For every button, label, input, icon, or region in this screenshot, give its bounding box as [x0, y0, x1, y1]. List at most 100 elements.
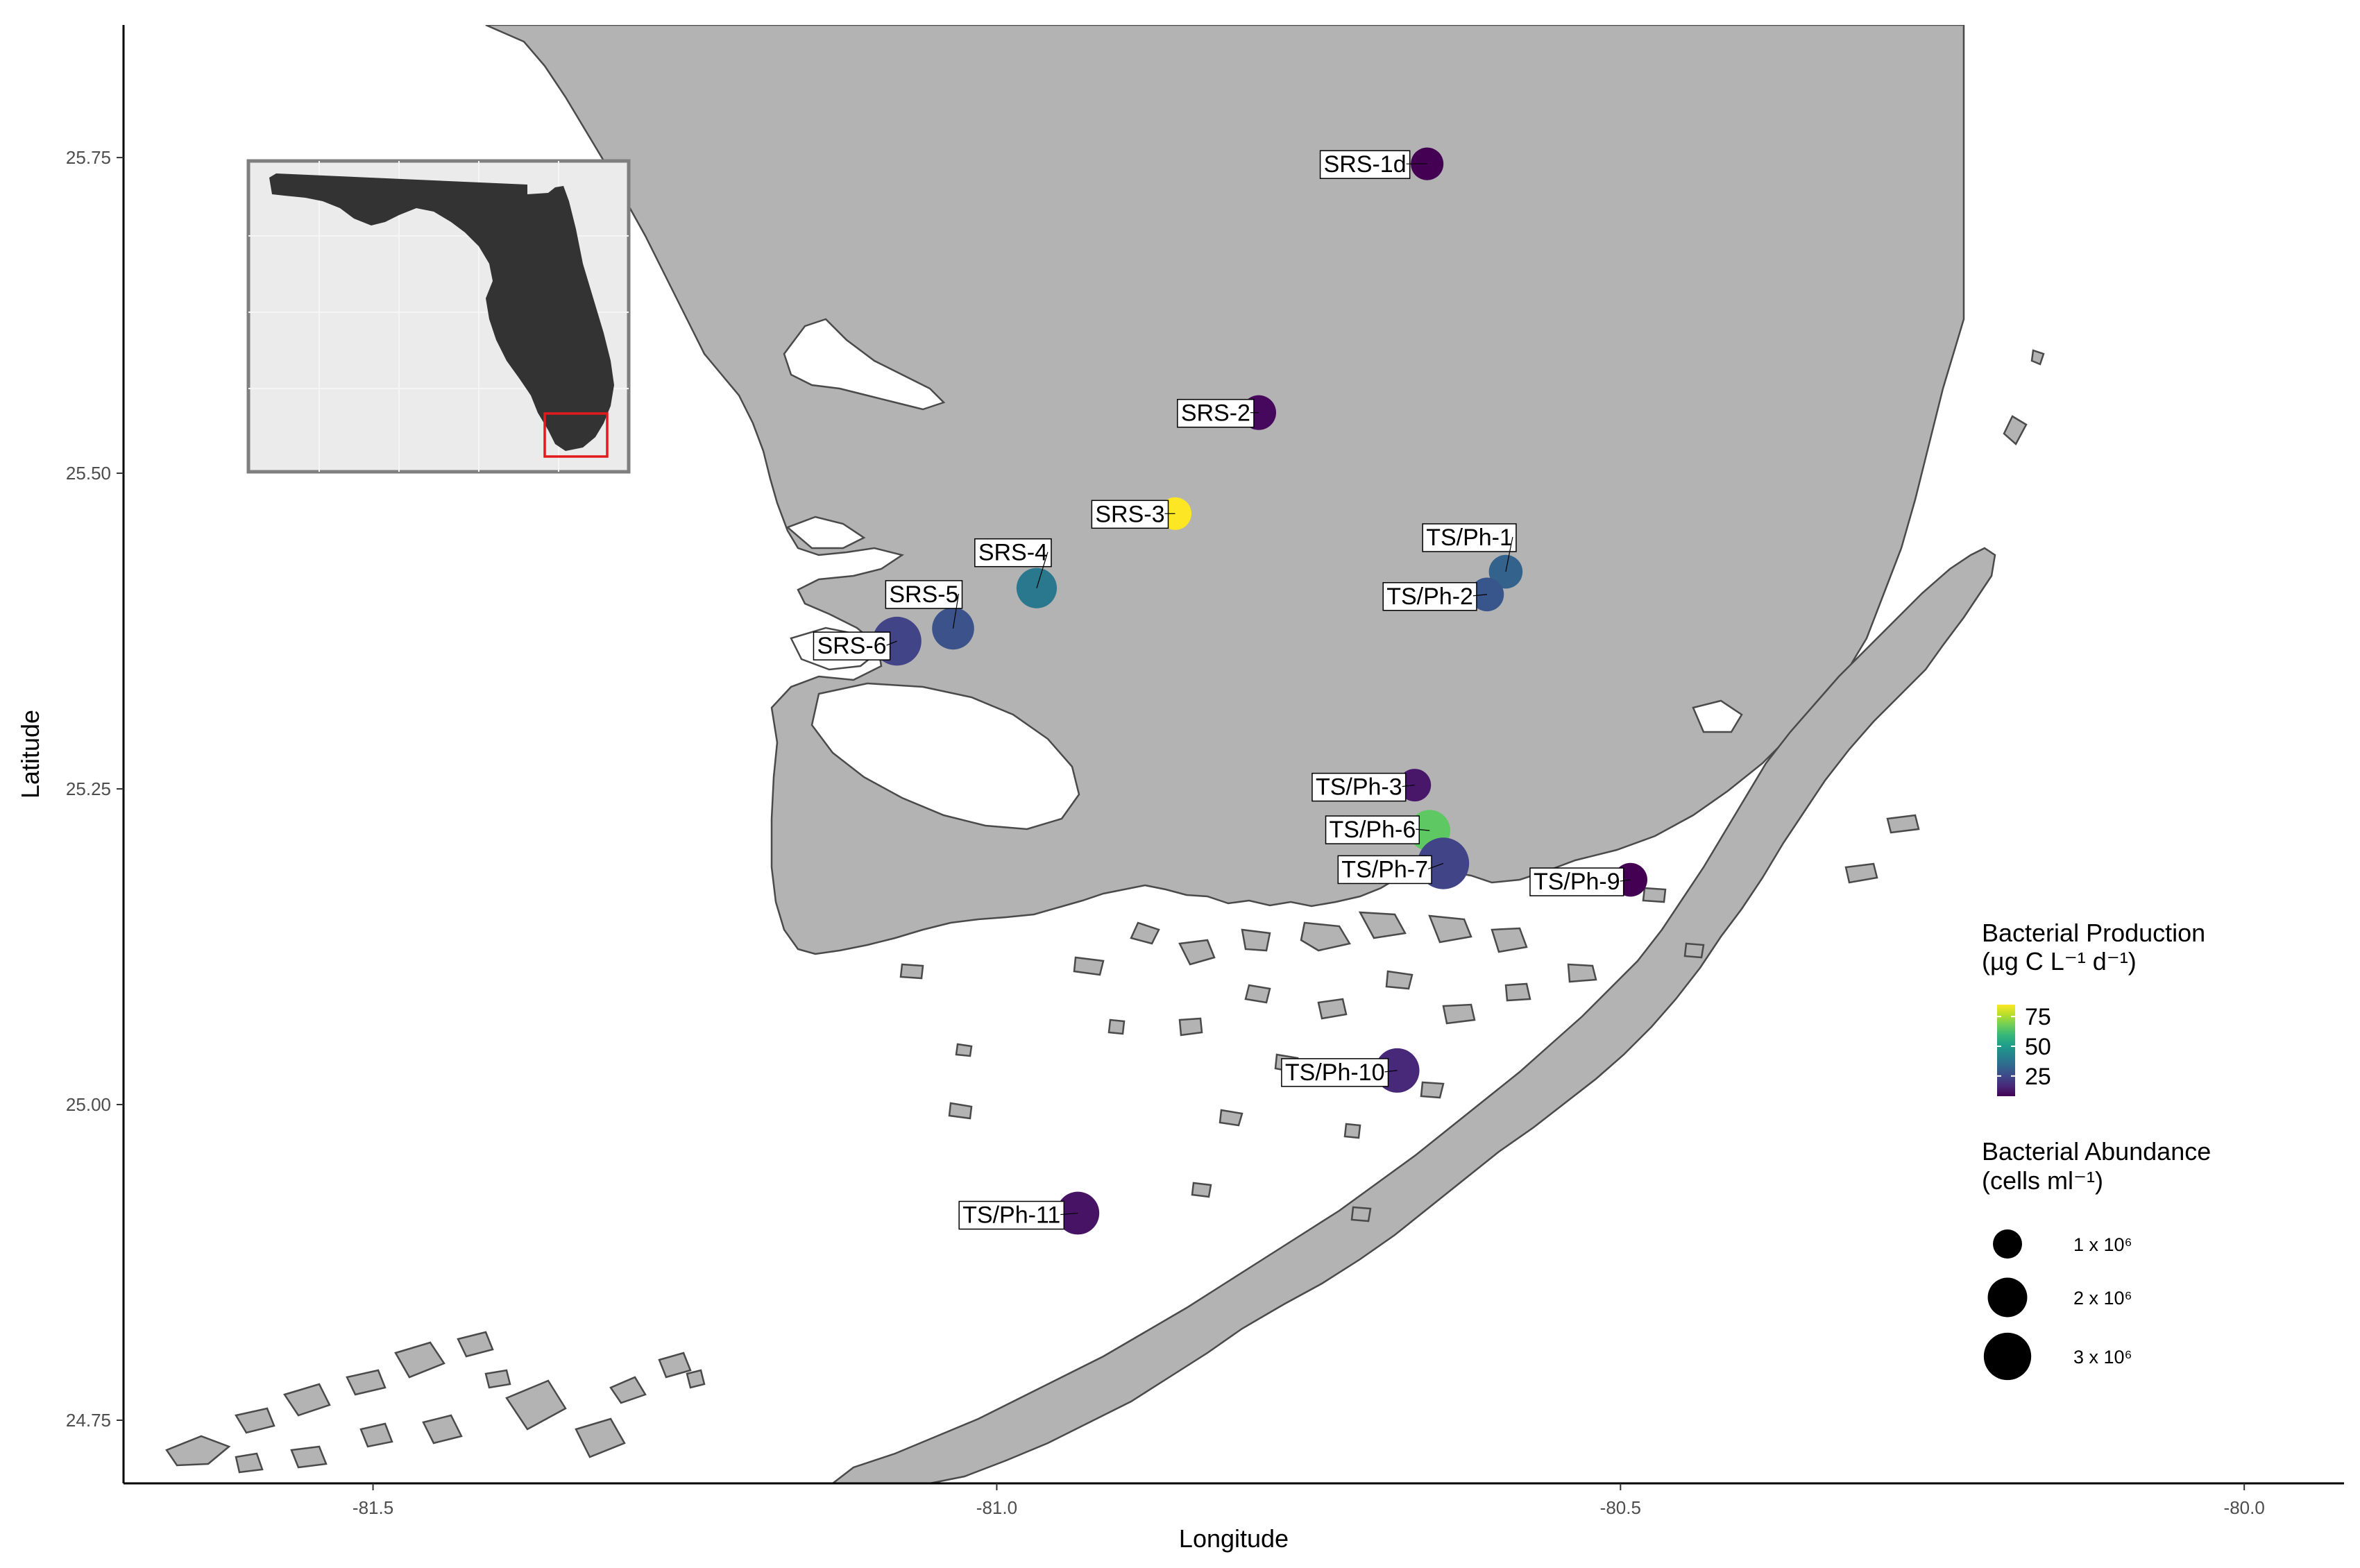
islet — [1219, 1109, 1243, 1127]
site-label-leader — [952, 593, 960, 629]
color-tick-label: 50 — [2025, 1034, 2051, 1060]
y-tick-label: 25.00 — [66, 1094, 111, 1115]
islet — [1844, 862, 1878, 884]
size-key-label: 2 x 10⁶ — [2073, 1288, 2132, 1309]
key-island — [290, 1445, 328, 1469]
site-label-text: SRS-2 — [1181, 400, 1250, 427]
key-island — [359, 1422, 393, 1448]
site-point-ts-ph-2 — [1470, 577, 1504, 612]
site-label-text: SRS-5 — [889, 581, 958, 608]
key-island — [575, 1417, 626, 1458]
site-label: TS/Ph-2 — [1382, 582, 1477, 611]
islet — [1178, 939, 1216, 966]
site-label-leader — [1427, 862, 1444, 869]
key-island — [165, 1435, 231, 1467]
key-island — [394, 1341, 445, 1379]
land-layer — [165, 25, 2045, 1483]
site-label-text: TS/Ph-10 — [1285, 1059, 1385, 1086]
islet — [955, 1043, 973, 1057]
islet — [1385, 970, 1414, 990]
site-label-box — [1529, 867, 1624, 896]
islet — [1343, 1123, 1361, 1139]
site-label-box — [1281, 1058, 1389, 1087]
color-bar-ticks: 75 50 25 — [1997, 1004, 2051, 1090]
x-axis-title: Longitude — [1179, 1524, 1289, 1553]
axes: -81.5 -81.0 -80.5 -80.0 24.75 25.00 25.25 25.5… — [16, 25, 2344, 1553]
site-label: SRS-3 — [1091, 500, 1169, 529]
x-tick-label: -81.0 — [976, 1497, 1017, 1518]
islet — [1241, 928, 1271, 952]
key-island — [422, 1414, 463, 1445]
islet — [1130, 921, 1160, 945]
site-label: TS/Ph-11 — [958, 1200, 1065, 1230]
site-label-text: TS/Ph-6 — [1330, 817, 1416, 843]
estuary-channel — [786, 515, 866, 549]
site-label-box — [1311, 772, 1407, 802]
size-legend: Bacterial Abundance (cells ml⁻¹) 1 x 10⁶… — [1982, 1137, 2211, 1381]
site-label-box — [885, 580, 963, 609]
key-island — [658, 1352, 692, 1379]
site-label-box — [813, 631, 891, 661]
x-axis-ticks: -81.5 -81.0 -80.5 -80.0 — [353, 1483, 2265, 1518]
key-island — [609, 1376, 647, 1404]
site-label-box — [1422, 523, 1517, 552]
site-label: TS/Ph-7 — [1337, 855, 1432, 885]
y-tick-label: 24.75 — [66, 1410, 111, 1431]
size-legend-keys: 1 x 10⁶ 2 x 10⁶ 3 x 10⁶ — [1983, 1229, 2132, 1381]
islet — [1567, 963, 1597, 983]
site-label-text: TS/Ph-9 — [1534, 869, 1620, 895]
site-label-text: TS/Ph-1 — [1426, 525, 1513, 551]
key-island — [346, 1369, 387, 1396]
islet — [1107, 1019, 1126, 1035]
site-label-leader — [1060, 1212, 1078, 1216]
islet — [1642, 887, 1667, 903]
site-label-text: TS/Ph-2 — [1386, 583, 1473, 610]
site-label-box — [974, 538, 1052, 568]
islet — [1442, 1003, 1476, 1025]
key-island — [505, 1379, 567, 1431]
x-tick-label: -80.5 — [1600, 1497, 1641, 1518]
color-legend-title-line1: Bacterial Production — [1982, 919, 2205, 947]
site-label-leader — [1472, 594, 1488, 597]
x-tick-label: -81.5 — [353, 1497, 393, 1518]
size-legend-title-line1: Bacterial Abundance — [1982, 1137, 2211, 1166]
site-label: SRS-4 — [974, 538, 1052, 568]
site-label: SRS-1d — [1319, 150, 1411, 179]
site-label-leader — [1620, 879, 1631, 882]
islet — [1886, 814, 1920, 834]
key-island — [235, 1452, 264, 1474]
islet — [1358, 911, 1407, 939]
lower-keys — [165, 1331, 706, 1474]
coastal-pond — [1692, 699, 1743, 733]
site-label-box — [1177, 398, 1255, 428]
site-label-leader — [1505, 536, 1513, 572]
color-legend: Bacterial Production (µg C L⁻¹ d⁻¹) 75 50… — [1982, 919, 2205, 1096]
site-label: TS/Ph-10 — [1281, 1058, 1389, 1087]
site-label-text: TS/Ph-7 — [1341, 856, 1428, 883]
site-label-leader — [1036, 552, 1049, 588]
y-axis-title: Latitude — [16, 710, 44, 799]
islet — [2003, 415, 2028, 445]
site-label-text: SRS-4 — [978, 540, 1048, 566]
site-label: TS/Ph-3 — [1311, 772, 1407, 802]
key-island — [235, 1407, 275, 1434]
size-key-label: 1 x 10⁶ — [2073, 1234, 2132, 1255]
site-label-box — [1091, 500, 1169, 529]
site-label-leader — [886, 640, 897, 646]
site-label-text: SRS-6 — [817, 633, 886, 659]
florida-keys-chain — [831, 547, 1996, 1483]
islet — [1350, 1206, 1372, 1222]
site-label-text: SRS-1d — [1324, 151, 1407, 178]
y-tick-label: 25.50 — [66, 463, 111, 484]
whitewater-bay — [810, 682, 1080, 830]
site-label: TS/Ph-6 — [1325, 815, 1420, 844]
site-label-box — [1337, 855, 1432, 885]
islet — [1244, 984, 1271, 1004]
site-label-leader — [1384, 1070, 1398, 1073]
key-island — [686, 1369, 706, 1389]
site-label-text: TS/Ph-3 — [1316, 774, 1402, 801]
site-label: TS/Ph-9 — [1529, 867, 1624, 896]
size-key-circle — [1993, 1229, 2022, 1259]
